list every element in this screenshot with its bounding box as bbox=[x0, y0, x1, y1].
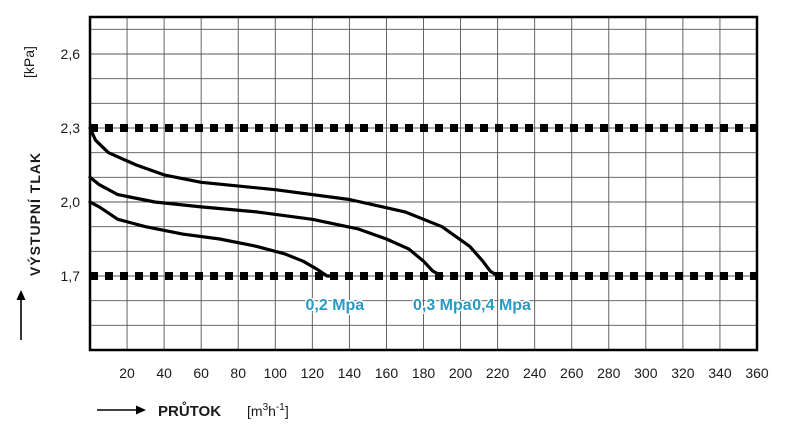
x-tick-label: 280 bbox=[597, 365, 621, 381]
x-tick-label: 200 bbox=[449, 365, 473, 381]
x-tick-labels: 20 40 60 80 100 120 140 160 180 200 220 240 260 280 30… bbox=[119, 365, 769, 381]
x-axis-label: PRŮTOK bbox=[158, 401, 221, 420]
y-tick-label: 2,3 bbox=[61, 120, 81, 136]
x-arrow-icon bbox=[97, 405, 146, 415]
x-tick-label: 40 bbox=[156, 365, 172, 381]
y-axis-unit: [kPa] bbox=[21, 46, 37, 78]
x-tick-label: 160 bbox=[375, 365, 399, 381]
x-tick-label: 120 bbox=[301, 365, 325, 381]
grid-lines bbox=[90, 17, 757, 350]
x-tick-label: 360 bbox=[745, 365, 769, 381]
y-axis-label-group: VÝSTUPNÍ TLAK bbox=[26, 152, 43, 276]
x-tick-label: 140 bbox=[338, 365, 362, 381]
series-lines bbox=[88, 126, 500, 278]
series-line-2 bbox=[88, 175, 444, 278]
plot-frame bbox=[88, 15, 759, 352]
series-label-1: 0,2 Mpa bbox=[306, 297, 365, 314]
x-axis-unit: [m3h-1] bbox=[247, 402, 289, 419]
x-tick-label: 60 bbox=[193, 365, 209, 381]
x-tick-label: 240 bbox=[523, 365, 547, 381]
series-line-1 bbox=[88, 200, 337, 278]
x-tick-label: 80 bbox=[230, 365, 246, 381]
x-tick-label: 180 bbox=[412, 365, 436, 381]
y-tick-label: 2,0 bbox=[61, 194, 81, 210]
x-tick-label: 300 bbox=[634, 365, 658, 381]
y-unit-group: [kPa] bbox=[21, 46, 37, 78]
y-arrow-icon bbox=[16, 290, 26, 340]
reference-lines bbox=[90, 124, 757, 280]
y-tick-label: 2,6 bbox=[61, 46, 81, 62]
x-tick-label: 320 bbox=[671, 365, 695, 381]
series-label-3: 0,4 Mpa bbox=[472, 297, 531, 314]
y-axis-label: VÝSTUPNÍ TLAK bbox=[26, 152, 43, 276]
y-tick-labels: 2,6 2,3 2,0 1,7 bbox=[61, 46, 81, 284]
x-tick-label: 220 bbox=[486, 365, 510, 381]
series-label-2: 0,3 Mpa bbox=[413, 297, 472, 314]
x-tick-label: 340 bbox=[708, 365, 732, 381]
series-line-3 bbox=[88, 126, 500, 278]
x-tick-label: 100 bbox=[264, 365, 288, 381]
x-tick-label: 20 bbox=[119, 365, 135, 381]
series-annotations: 0,2 Mpa 0,3 Mpa 0,4 Mpa bbox=[304, 296, 533, 316]
x-tick-label: 260 bbox=[560, 365, 584, 381]
y-tick-label: 1,7 bbox=[61, 268, 81, 284]
